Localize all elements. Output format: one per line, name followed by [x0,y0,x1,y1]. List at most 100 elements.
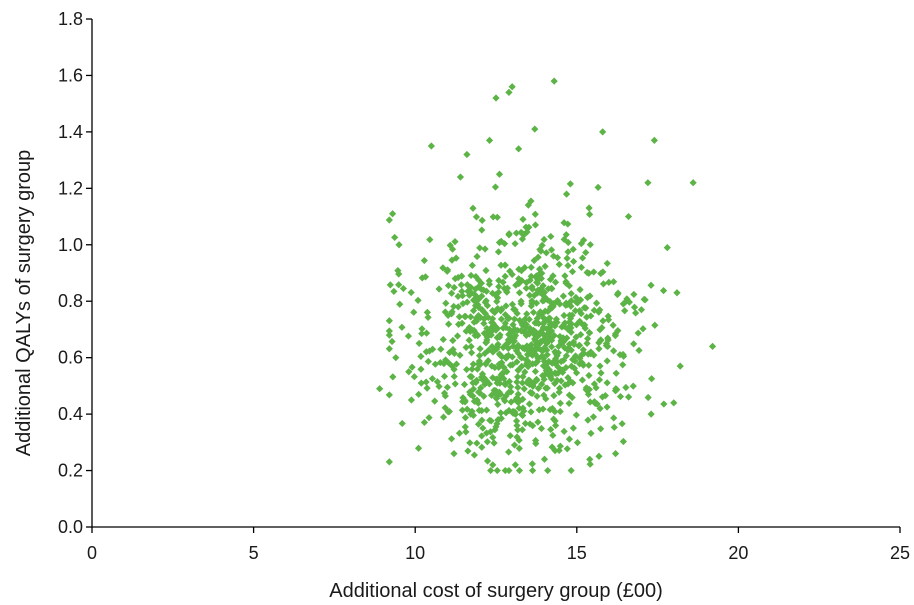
tick-group: 0 5 10 15 20 25 0.0 0.2 0.4 0.6 0.8 1.0 1.2 1.4 1.6 1.8 [58,9,910,563]
data-point [647,281,655,289]
data-point [501,319,509,327]
data-point [513,358,521,366]
data-point [469,411,478,419]
data-point [450,302,458,311]
data-point [502,353,510,361]
data-point [478,216,486,224]
data-point [388,210,397,218]
data-point [549,252,558,260]
data-point [557,338,565,346]
data-point [467,349,476,357]
data-point [518,410,526,419]
data-point [568,268,577,276]
data-point [572,298,580,306]
data-point [594,183,602,191]
data-point [386,281,394,289]
data-point [510,337,518,345]
data-point [596,362,604,370]
data-point [445,359,453,367]
data-point [478,416,486,424]
data-point [518,362,526,370]
data-point [511,461,519,469]
data-point [577,309,585,318]
data-point [458,292,467,300]
data-point [532,351,540,360]
data-point [522,279,531,287]
data-point [501,240,509,248]
data-point [565,282,573,290]
data-point [555,388,563,396]
data-point [514,326,522,335]
data-point [428,375,436,383]
data-point [385,317,393,325]
data-point [488,362,496,370]
data-point [621,307,629,315]
data-point [427,142,435,150]
data-point [572,411,580,419]
data-point [567,362,576,370]
data-point [385,327,393,335]
data-point [508,270,516,279]
data-point [603,259,611,268]
data-point [559,356,568,364]
data-point [470,290,479,298]
data-point [474,312,483,320]
data-point [473,252,481,261]
data-point [487,331,495,339]
data-point [480,392,488,400]
data-point [546,320,554,328]
data-point [585,361,593,369]
data-point [464,447,472,455]
data-point [450,450,458,458]
data-point [494,400,502,408]
data-point [521,419,530,428]
data-point [522,284,530,292]
data-point [461,414,470,422]
data-point [415,339,423,348]
data-point [536,339,545,347]
data-point [459,397,467,406]
data-point [519,373,527,381]
data-point [620,352,628,360]
data-point [443,383,452,391]
data-point [392,354,400,362]
data-point [505,88,513,96]
data-point [624,393,633,401]
data-point [520,385,528,393]
data-point [616,392,625,401]
data-point [422,378,430,386]
y-tick-label: 0.2 [58,461,83,481]
data-point [462,327,470,335]
data-point [586,292,594,300]
data-point [565,391,573,399]
data-point [553,254,562,262]
data-point [456,351,464,359]
data-point [536,329,544,338]
data-point [554,349,562,357]
data-point [577,239,585,248]
data-point [520,230,528,239]
data-point [623,295,631,303]
data-point [586,241,594,249]
data-point [550,331,558,340]
data-point [423,384,431,392]
x-tick-label: 5 [249,543,259,563]
data-point [481,380,489,388]
data-point [544,358,552,366]
data-point [566,180,574,188]
data-point [420,418,429,427]
data-point [616,351,624,359]
data-point [484,346,493,354]
data-point [535,406,543,414]
data-point [461,312,470,321]
data-point [549,302,557,310]
data-point [487,466,495,475]
data-point [505,466,513,475]
data-point [589,413,598,421]
data-point [514,373,522,381]
data-point [496,379,504,387]
data-point [586,455,594,463]
data-point [533,392,541,400]
data-point [513,433,521,441]
